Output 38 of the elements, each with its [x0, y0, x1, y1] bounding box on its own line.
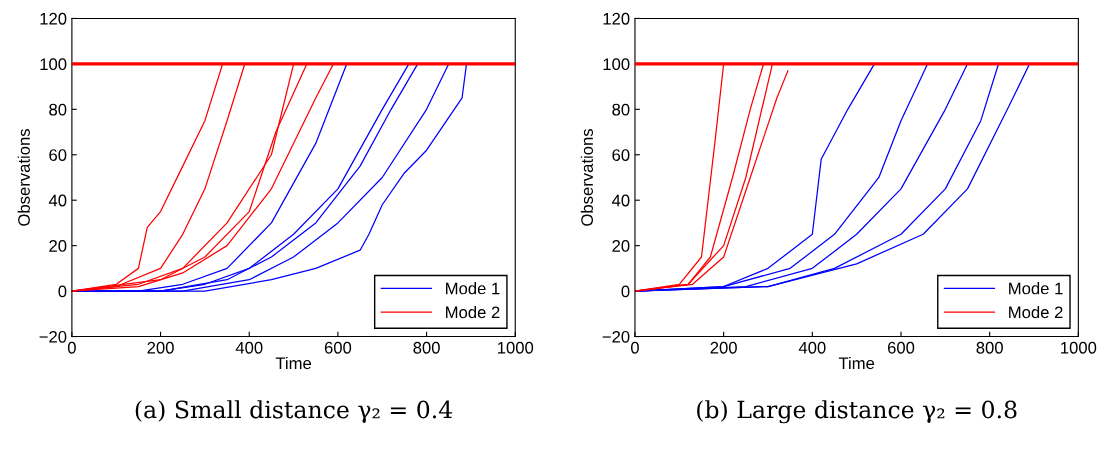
y-tick-label: 40 [611, 194, 630, 207]
x-tick-label: 800 [413, 341, 440, 354]
y-tick-label: 20 [612, 240, 630, 252]
y-tick-label: 100 [603, 58, 630, 71]
y-tick-label: −20 [602, 330, 630, 343]
x-tick-label: 1000 [498, 341, 534, 354]
x-tick-label: 0 [67, 341, 76, 354]
y-axis-title: Observations [580, 128, 593, 226]
y-tick-label: −20 [39, 330, 67, 343]
y-tick-label: 120 [40, 12, 67, 25]
x-tick-label: 200 [710, 341, 737, 354]
x-tick-label: 200 [147, 341, 174, 354]
legend-label: Mode 1 [446, 282, 500, 295]
y-axis-title: Observations [17, 128, 30, 226]
x-tick-label: 0 [630, 341, 639, 354]
x-tick-label: 800 [976, 341, 1003, 354]
legend-label: Mode 2 [446, 305, 500, 319]
y-tick-label: 60 [49, 149, 67, 161]
y-tick-label: 40 [48, 194, 67, 207]
y-tick-label: 0 [58, 285, 67, 298]
text: (a) Small distance γ₂ = 0.4 [135, 400, 453, 424]
legend-label: Mode 2 [1009, 305, 1063, 319]
y-tick-label: 20 [49, 240, 67, 252]
x-axis-title: Time [838, 356, 875, 370]
y-tick-label: 120 [603, 12, 630, 25]
x-tick-label: 400 [235, 341, 263, 354]
y-tick-label: 100 [40, 58, 67, 71]
x-tick-label: 400 [798, 341, 826, 354]
y-tick-label: 80 [49, 103, 67, 116]
x-tick-label: 1000 [1061, 341, 1097, 354]
y-tick-label: 0 [621, 285, 630, 298]
legend-label: Mode 1 [1009, 282, 1063, 295]
x-axis-title: Time [275, 356, 312, 370]
y-tick-label: 80 [612, 103, 630, 116]
x-tick-label: 600 [324, 341, 352, 354]
text: (b) Large distance γ₂ = 0.8 [697, 400, 1017, 424]
y-tick-label: 60 [612, 149, 630, 161]
x-tick-label: 600 [887, 341, 915, 354]
